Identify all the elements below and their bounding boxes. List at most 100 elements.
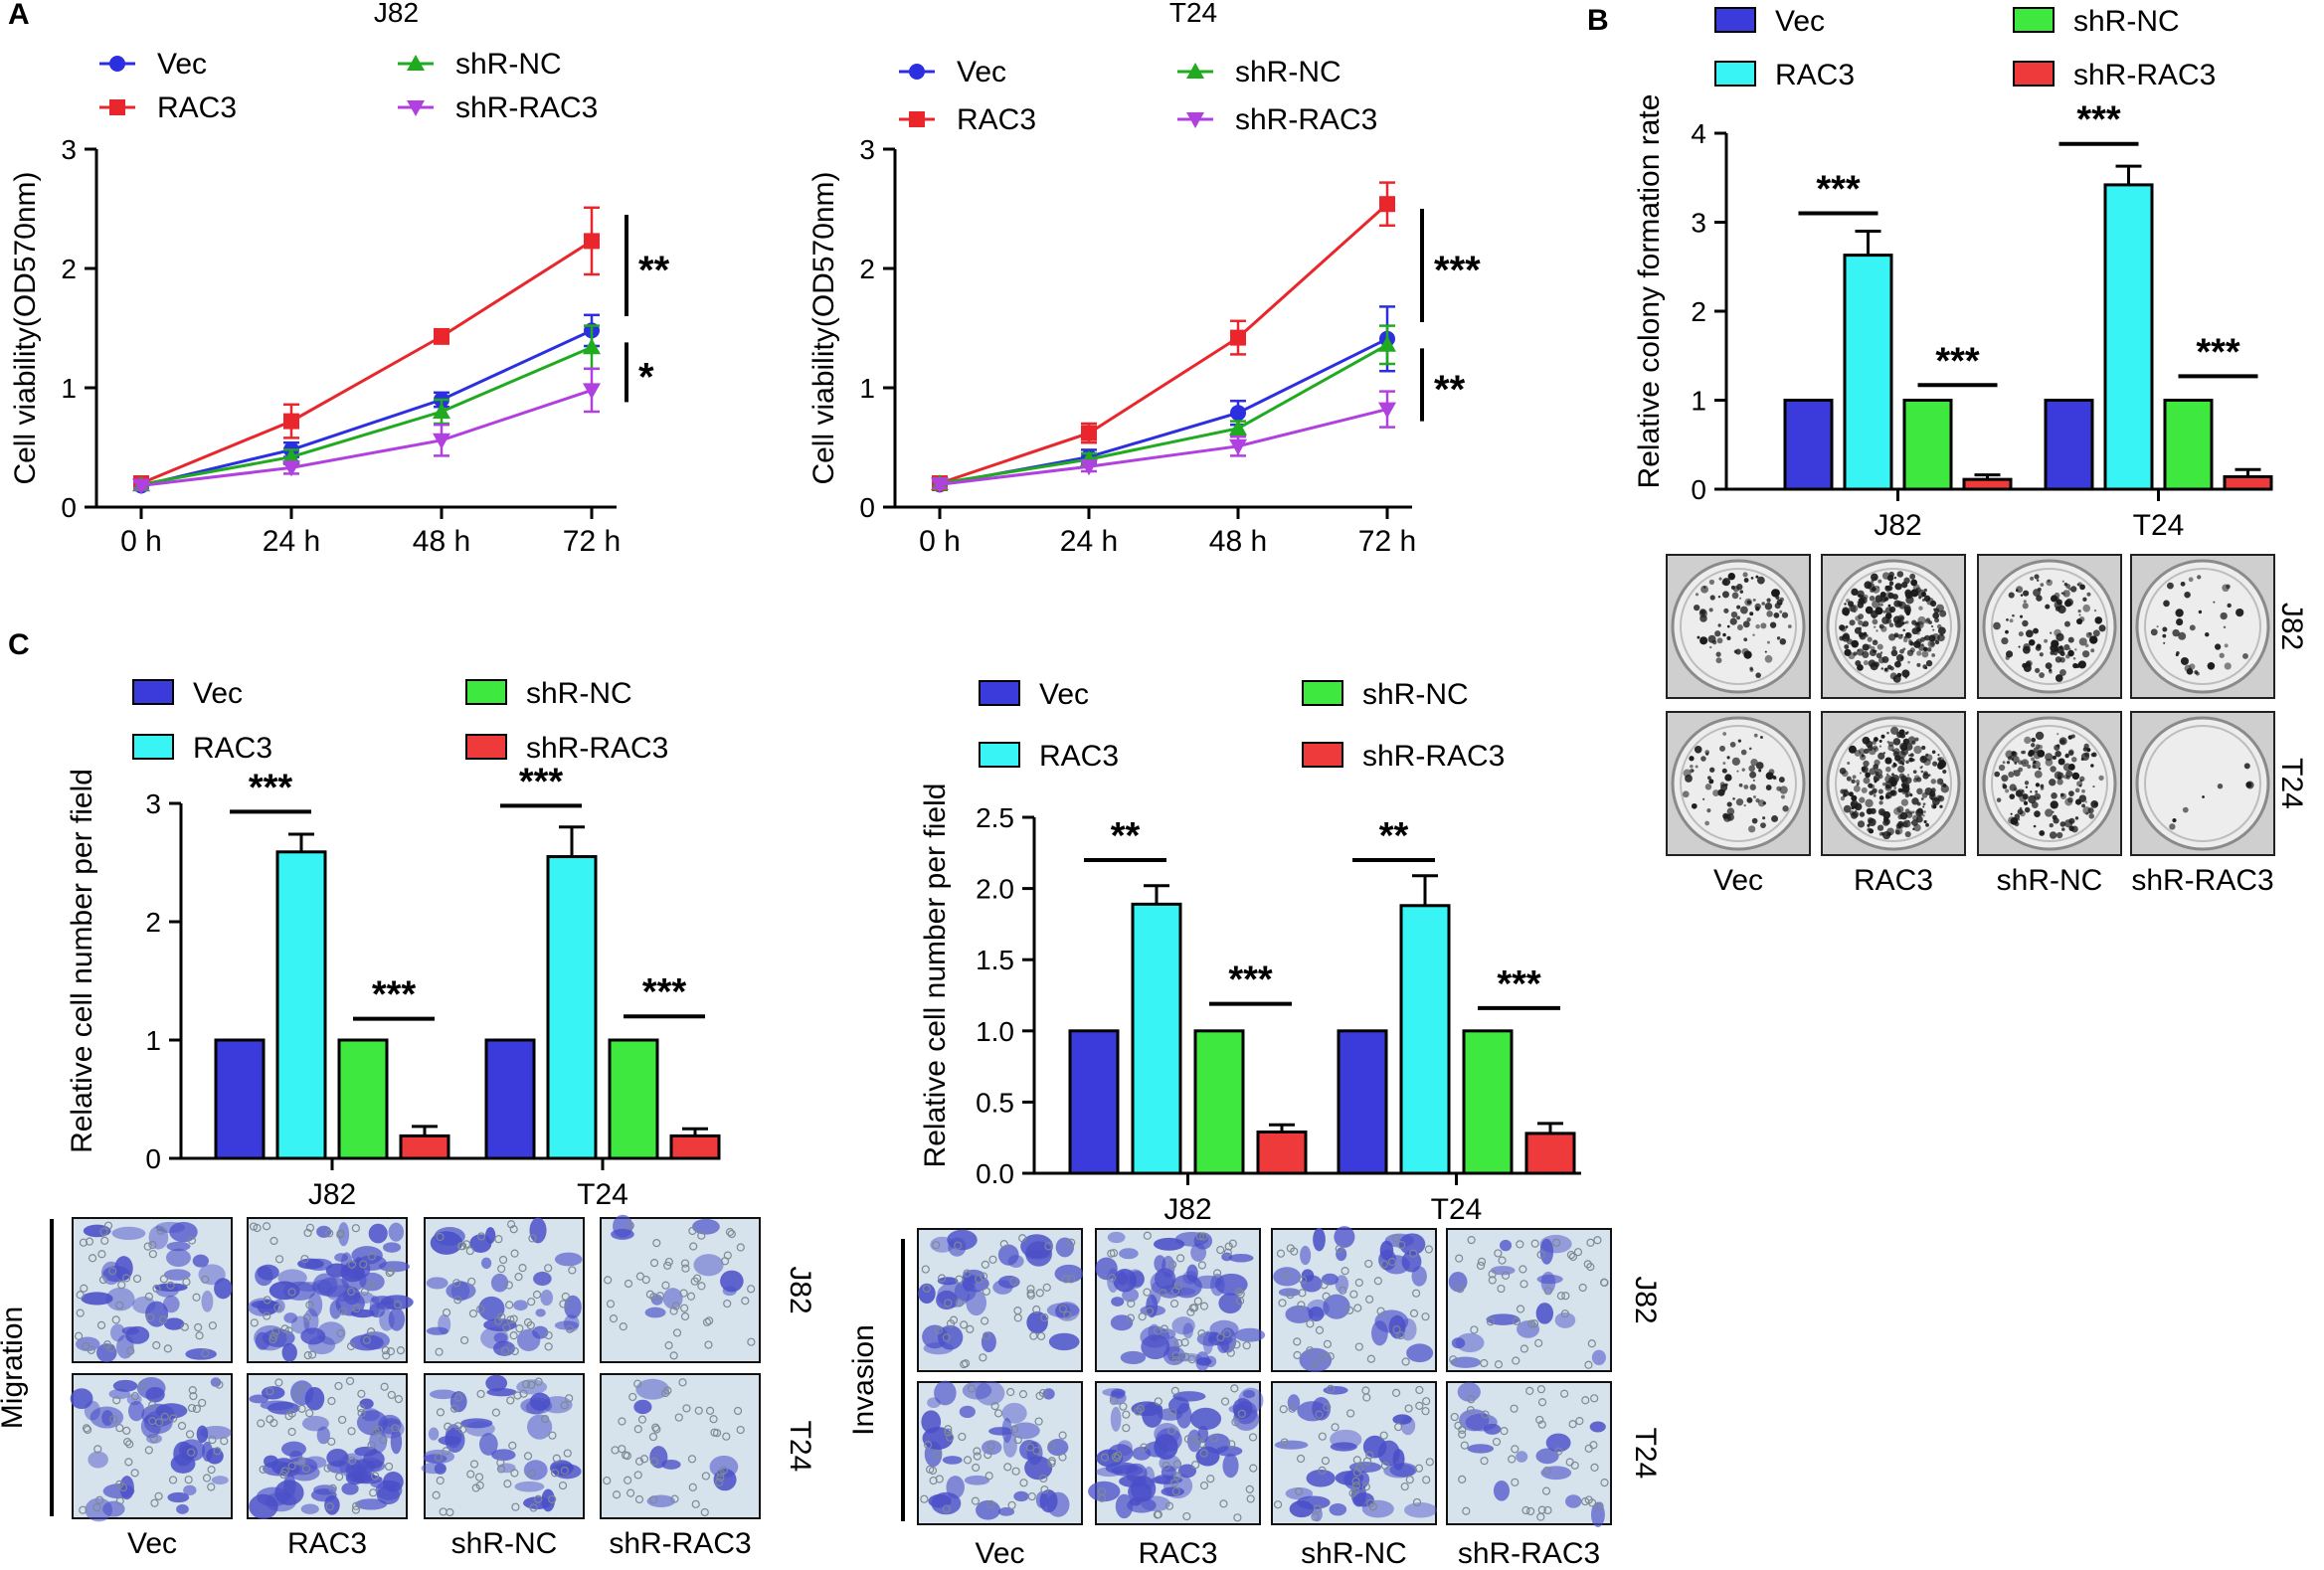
pore [926,1465,935,1474]
pore [1512,1356,1520,1365]
marker-rac3 [584,233,600,250]
stained-cell [355,1498,388,1510]
pore [169,1414,178,1423]
pore [323,1464,332,1473]
pore [1234,1288,1244,1297]
pore [269,1331,278,1340]
pore [1467,1235,1476,1245]
y-tick-label: 3 [1691,208,1706,239]
colony-dot [2051,792,2057,799]
colony-dot [2050,800,2058,809]
colony-dot [1736,770,1739,773]
pore [287,1288,296,1297]
colony-dot [2067,636,2074,643]
colony-dot [1689,756,1695,762]
pore [126,1346,135,1355]
pore [1520,1280,1528,1289]
y-tick-label: 0 [145,1143,161,1174]
y-tick-label: 2 [145,907,161,938]
pore [1543,1287,1552,1296]
colony-dot [1851,639,1860,648]
colony-dot [1939,804,1943,808]
colony-dot [1911,819,1918,826]
colony-dot [1755,623,1760,629]
stained-cell [1177,1464,1197,1479]
colony-dot [2080,757,2084,762]
pore [201,1275,210,1284]
colony-dot [1742,620,1750,628]
colony-dot [1844,644,1850,649]
stained-cell [255,1331,270,1350]
pore [1412,1497,1422,1507]
colony-dot [1711,640,1714,643]
pore [1392,1325,1401,1334]
colony-dot [1937,754,1940,757]
stained-cell [162,1295,180,1313]
pore [177,1421,187,1431]
legend-label: Vec [957,56,1006,88]
colony-dot [2156,625,2159,628]
colony-dot [2214,643,2222,650]
pore [434,1453,444,1463]
pore [208,1321,217,1330]
pore [109,1415,118,1424]
colony-dot [1849,619,1856,626]
marker-rac3 [283,413,299,430]
colony-dot [1749,611,1754,616]
colony-dot [2019,614,2024,618]
pore [1458,1475,1467,1483]
pore [1520,1344,1528,1353]
pore [635,1272,644,1281]
pore [122,1274,131,1283]
colony-dot [1847,762,1851,766]
stained-cell [1539,1234,1572,1254]
pore [532,1290,542,1300]
pore [983,1331,991,1340]
pore [1067,1238,1076,1247]
colony-dot [2092,639,2096,643]
pore [1035,1289,1044,1298]
colony-dot [2088,813,2094,819]
pore [1013,1435,1022,1445]
marker-shr-rac3 [1186,112,1204,128]
colony-dot [1913,745,1922,755]
colony-dot [1900,775,1907,783]
pore [201,1349,210,1358]
colony-dot [2090,764,2094,768]
colony-dot [1751,817,1758,824]
colony-dot [1905,620,1909,624]
colony-dot [2008,771,2015,778]
legend-swatch [132,734,174,760]
colony-dot [1699,636,1708,645]
stained-cell [981,1331,996,1353]
stained-cell [1306,1469,1336,1487]
pore [624,1476,632,1484]
pore [1354,1278,1363,1288]
colony-dot [1843,793,1847,797]
colony-dot [1759,736,1763,740]
pore [694,1406,703,1415]
colony-dot [1746,616,1751,622]
stained-cell [297,1258,324,1270]
pore [678,1378,687,1387]
pore [692,1274,702,1283]
pore [1122,1424,1131,1433]
pore [351,1505,361,1514]
stained-cell [166,1241,191,1252]
stained-cell [1323,1294,1350,1319]
colony-dot [2084,800,2087,803]
colony-dot [1750,577,1754,580]
bar-rac3 [1399,904,1451,1175]
pore [1044,1242,1053,1251]
colony-dot [2039,672,2045,678]
stained-cell [693,1254,724,1277]
pore [1119,1402,1128,1411]
colony-dot [1702,797,1705,800]
colony-dot [1738,597,1742,600]
colony-dot [2217,783,2224,789]
pore [1561,1292,1570,1301]
pore [1405,1476,1414,1484]
pore [1379,1431,1388,1440]
